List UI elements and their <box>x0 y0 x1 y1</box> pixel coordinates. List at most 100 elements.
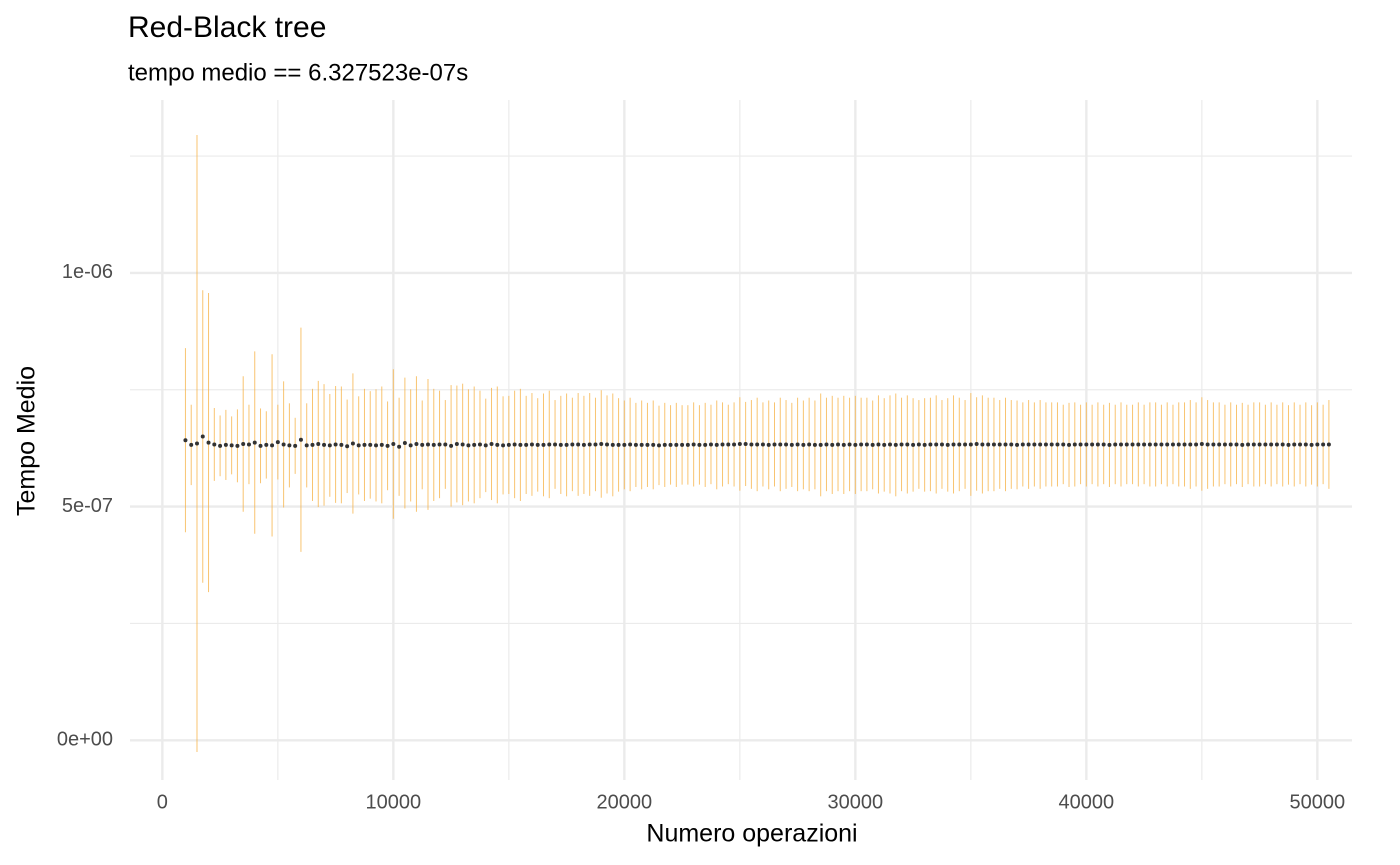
point <box>980 442 985 447</box>
point <box>460 442 465 447</box>
point <box>333 442 338 447</box>
point <box>293 443 298 448</box>
point <box>275 440 280 445</box>
x-tick-label: 20000 <box>597 791 653 813</box>
point <box>1165 442 1170 447</box>
point <box>1072 442 1077 447</box>
point <box>402 441 407 446</box>
point <box>241 441 246 446</box>
chart-title: Red-Black tree <box>128 11 326 44</box>
point <box>1246 442 1251 447</box>
point <box>934 442 939 447</box>
point <box>610 442 615 447</box>
point <box>345 444 350 449</box>
point <box>379 442 384 447</box>
point <box>1095 442 1100 447</box>
point <box>408 443 413 448</box>
point <box>570 442 575 447</box>
point <box>616 442 621 447</box>
point <box>374 443 379 448</box>
point <box>298 437 303 442</box>
point <box>841 442 846 447</box>
point <box>864 442 869 447</box>
point <box>1303 442 1308 447</box>
point <box>587 442 592 447</box>
point <box>830 442 835 447</box>
point <box>1269 442 1274 447</box>
point <box>454 441 459 446</box>
point <box>287 443 292 448</box>
point <box>1009 442 1014 447</box>
point <box>605 442 610 447</box>
point <box>535 442 540 447</box>
point <box>945 442 950 447</box>
point <box>680 442 685 447</box>
point <box>581 442 586 447</box>
point <box>264 442 269 447</box>
point <box>200 434 205 439</box>
point <box>1176 442 1181 447</box>
point <box>564 442 569 447</box>
point <box>558 442 563 447</box>
point <box>1240 442 1245 447</box>
point <box>789 442 794 447</box>
point <box>327 443 332 448</box>
point <box>939 442 944 447</box>
point <box>1015 442 1020 447</box>
point <box>1205 442 1210 447</box>
point <box>772 442 777 447</box>
point <box>668 442 673 447</box>
point <box>1067 442 1072 447</box>
point <box>1020 442 1025 447</box>
point <box>1078 442 1083 447</box>
point <box>703 442 708 447</box>
point <box>270 443 275 448</box>
point <box>778 442 783 447</box>
point <box>1061 442 1066 447</box>
point <box>472 442 477 447</box>
point <box>1118 442 1123 447</box>
point <box>893 442 898 447</box>
point <box>246 442 251 447</box>
point <box>859 442 864 447</box>
point <box>252 440 257 445</box>
point <box>194 441 199 446</box>
point <box>258 443 263 448</box>
point <box>385 443 390 448</box>
point <box>697 442 702 447</box>
point <box>229 443 234 448</box>
point <box>1101 442 1106 447</box>
point <box>1321 442 1326 447</box>
point <box>639 442 644 447</box>
x-tick-label: 30000 <box>828 791 884 813</box>
point <box>1049 442 1054 447</box>
point <box>495 442 500 447</box>
point <box>466 443 471 448</box>
point <box>997 442 1002 447</box>
point <box>501 443 506 448</box>
point <box>760 442 765 447</box>
point <box>420 442 425 447</box>
point <box>368 442 373 447</box>
point <box>916 442 921 447</box>
point <box>524 442 529 447</box>
point <box>1280 442 1285 447</box>
point <box>1217 442 1222 447</box>
x-tick-label: 10000 <box>366 791 422 813</box>
x-axis-label: Numero operazioni <box>646 820 857 848</box>
point <box>483 443 488 448</box>
x-tick-label: 40000 <box>1059 791 1115 813</box>
y-tick-label: 1e-06 <box>62 261 113 283</box>
point <box>633 442 638 447</box>
point <box>963 442 968 447</box>
point <box>310 442 315 447</box>
point <box>853 442 858 447</box>
point <box>1153 442 1158 447</box>
point <box>1090 442 1095 447</box>
point <box>1032 442 1037 447</box>
point <box>691 442 696 447</box>
point <box>870 442 875 447</box>
point <box>425 442 430 447</box>
point <box>836 442 841 447</box>
